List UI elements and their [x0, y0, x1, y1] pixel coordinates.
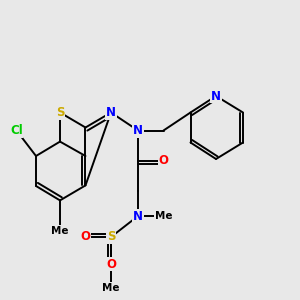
- Text: O: O: [80, 230, 91, 244]
- Text: S: S: [107, 230, 115, 244]
- Text: Me: Me: [51, 226, 69, 236]
- Text: N: N: [133, 124, 143, 137]
- Text: Me: Me: [155, 211, 172, 221]
- Text: S: S: [56, 106, 64, 119]
- Text: N: N: [211, 89, 221, 103]
- Text: Me: Me: [102, 283, 120, 293]
- Text: O: O: [106, 257, 116, 271]
- Text: Cl: Cl: [10, 124, 23, 137]
- Text: O: O: [158, 154, 169, 167]
- Text: N: N: [106, 106, 116, 119]
- Text: N: N: [133, 209, 143, 223]
